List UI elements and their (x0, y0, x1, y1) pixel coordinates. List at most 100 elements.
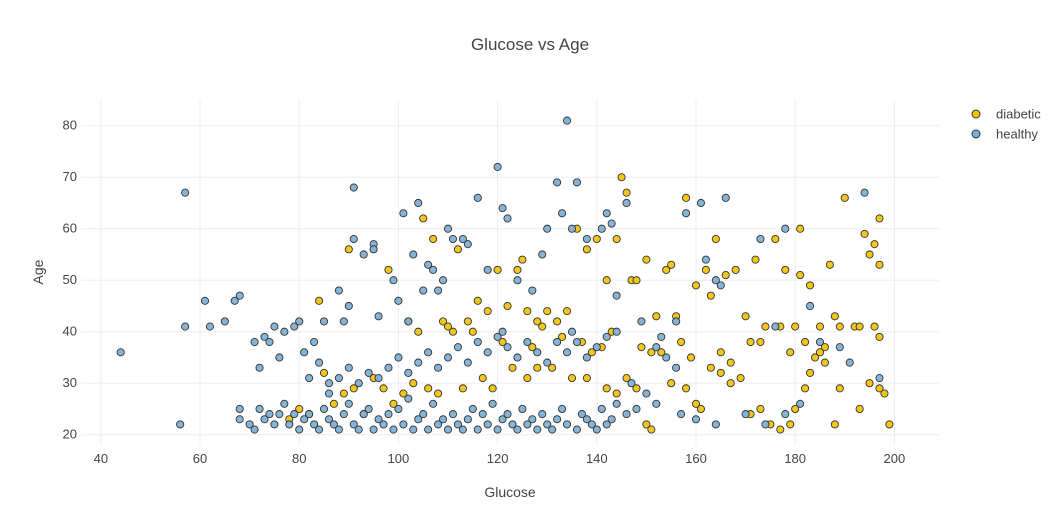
legend[interactable]: diabetic healthy (971, 107, 1041, 142)
data-point-healthy[interactable] (295, 425, 304, 434)
data-point-diabetic[interactable] (761, 322, 770, 331)
data-point-diabetic[interactable] (820, 343, 829, 352)
data-point-diabetic[interactable] (806, 368, 815, 377)
data-point-healthy[interactable] (235, 291, 244, 300)
data-point-healthy[interactable] (716, 281, 725, 290)
data-point-healthy[interactable] (265, 410, 274, 419)
data-point-healthy[interactable] (364, 368, 373, 377)
data-point-healthy[interactable] (498, 415, 507, 424)
data-point-healthy[interactable] (503, 214, 512, 223)
data-point-healthy[interactable] (319, 317, 329, 326)
data-point-healthy[interactable] (265, 337, 274, 347)
data-point-healthy[interactable] (533, 425, 542, 434)
data-point-healthy[interactable] (448, 410, 458, 419)
data-point-diabetic[interactable] (399, 389, 408, 398)
data-point-diabetic[interactable] (389, 399, 398, 408)
data-point-healthy[interactable] (438, 276, 448, 285)
data-point-healthy[interactable] (374, 415, 383, 424)
data-point-healthy[interactable] (429, 399, 438, 408)
data-point-healthy[interactable] (503, 343, 512, 352)
data-point-healthy[interactable] (285, 420, 294, 429)
data-point-healthy[interactable] (597, 404, 606, 414)
data-point-diabetic[interactable] (533, 317, 542, 326)
data-point-diabetic[interactable] (483, 307, 492, 316)
data-point-diabetic[interactable] (885, 420, 894, 429)
data-point-healthy[interactable] (290, 322, 299, 331)
data-point-diabetic[interactable] (567, 374, 577, 383)
data-point-healthy[interactable] (463, 415, 472, 424)
data-point-healthy[interactable] (771, 322, 780, 331)
data-point-healthy[interactable] (463, 240, 472, 249)
data-point-diabetic[interactable] (756, 337, 765, 347)
data-point-healthy[interactable] (572, 425, 582, 434)
data-point-healthy[interactable] (324, 389, 334, 398)
data-point-healthy[interactable] (394, 296, 403, 305)
data-point-diabetic[interactable] (612, 234, 621, 244)
data-point-healthy[interactable] (404, 394, 413, 403)
data-point-diabetic[interactable] (429, 234, 438, 244)
data-point-diabetic[interactable] (622, 188, 631, 197)
data-point-healthy[interactable] (310, 337, 319, 347)
data-point-diabetic[interactable] (528, 343, 537, 352)
data-point-diabetic[interactable] (503, 301, 512, 311)
data-point-diabetic[interactable] (453, 245, 462, 254)
data-point-healthy[interactable] (572, 337, 582, 347)
data-point-healthy[interactable] (424, 348, 433, 357)
data-point-diabetic[interactable] (384, 265, 393, 274)
data-point-healthy[interactable] (319, 404, 329, 414)
data-point-diabetic[interactable] (533, 363, 542, 372)
data-point-healthy[interactable] (543, 420, 552, 429)
data-point-healthy[interactable] (493, 332, 502, 341)
data-point-healthy[interactable] (652, 343, 661, 352)
data-point-healthy[interactable] (622, 198, 631, 208)
data-point-healthy[interactable] (339, 410, 348, 419)
data-point-healthy[interactable] (607, 219, 616, 228)
data-point-healthy[interactable] (250, 425, 259, 434)
data-point-diabetic[interactable] (508, 363, 517, 372)
data-point-diabetic[interactable] (662, 265, 671, 274)
data-point-healthy[interactable] (419, 410, 428, 419)
data-point-healthy[interactable] (498, 204, 507, 213)
data-point-healthy[interactable] (677, 410, 686, 419)
data-point-diabetic[interactable] (801, 384, 810, 393)
data-point-healthy[interactable] (657, 332, 666, 341)
data-point-healthy[interactable] (354, 425, 363, 434)
data-point-healthy[interactable] (483, 420, 492, 429)
data-point-diabetic[interactable] (706, 291, 715, 300)
data-point-healthy[interactable] (260, 332, 269, 341)
data-point-healthy[interactable] (513, 425, 522, 434)
data-point-healthy[interactable] (374, 374, 383, 383)
data-point-healthy[interactable] (290, 410, 299, 419)
data-point-diabetic[interactable] (721, 271, 730, 280)
data-point-diabetic[interactable] (875, 384, 884, 393)
data-point-diabetic[interactable] (716, 348, 725, 357)
data-point-diabetic[interactable] (706, 363, 715, 372)
data-point-diabetic[interactable] (602, 276, 611, 285)
data-point-diabetic[interactable] (691, 399, 701, 408)
data-point-healthy[interactable] (543, 224, 552, 233)
data-point-diabetic[interactable] (756, 404, 765, 414)
data-point-healthy[interactable] (632, 404, 641, 414)
data-point-healthy[interactable] (443, 425, 453, 434)
data-point-diabetic[interactable] (880, 389, 889, 398)
data-point-healthy[interactable] (200, 296, 210, 305)
data-point-healthy[interactable] (562, 348, 572, 357)
data-point-healthy[interactable] (548, 425, 557, 434)
data-point-diabetic[interactable] (493, 265, 502, 274)
data-point-healthy[interactable] (250, 337, 259, 347)
data-point-healthy[interactable] (280, 327, 289, 336)
data-point-diabetic[interactable] (513, 265, 522, 274)
data-point-diabetic[interactable] (776, 425, 785, 434)
data-point-healthy[interactable] (553, 337, 562, 347)
data-point-healthy[interactable] (334, 286, 343, 295)
data-point-healthy[interactable] (696, 198, 705, 208)
data-point-healthy[interactable] (860, 188, 869, 197)
data-point-healthy[interactable] (572, 178, 582, 187)
data-point-healthy[interactable] (672, 317, 681, 326)
data-point-diabetic[interactable] (315, 296, 324, 305)
data-point-healthy[interactable] (562, 420, 572, 429)
data-point-healthy[interactable] (245, 420, 254, 429)
data-point-healthy[interactable] (513, 276, 522, 285)
data-point-healthy[interactable] (875, 374, 884, 383)
data-point-healthy[interactable] (523, 337, 532, 347)
